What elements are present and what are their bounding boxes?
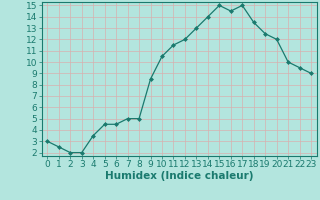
X-axis label: Humidex (Indice chaleur): Humidex (Indice chaleur) — [105, 171, 253, 181]
